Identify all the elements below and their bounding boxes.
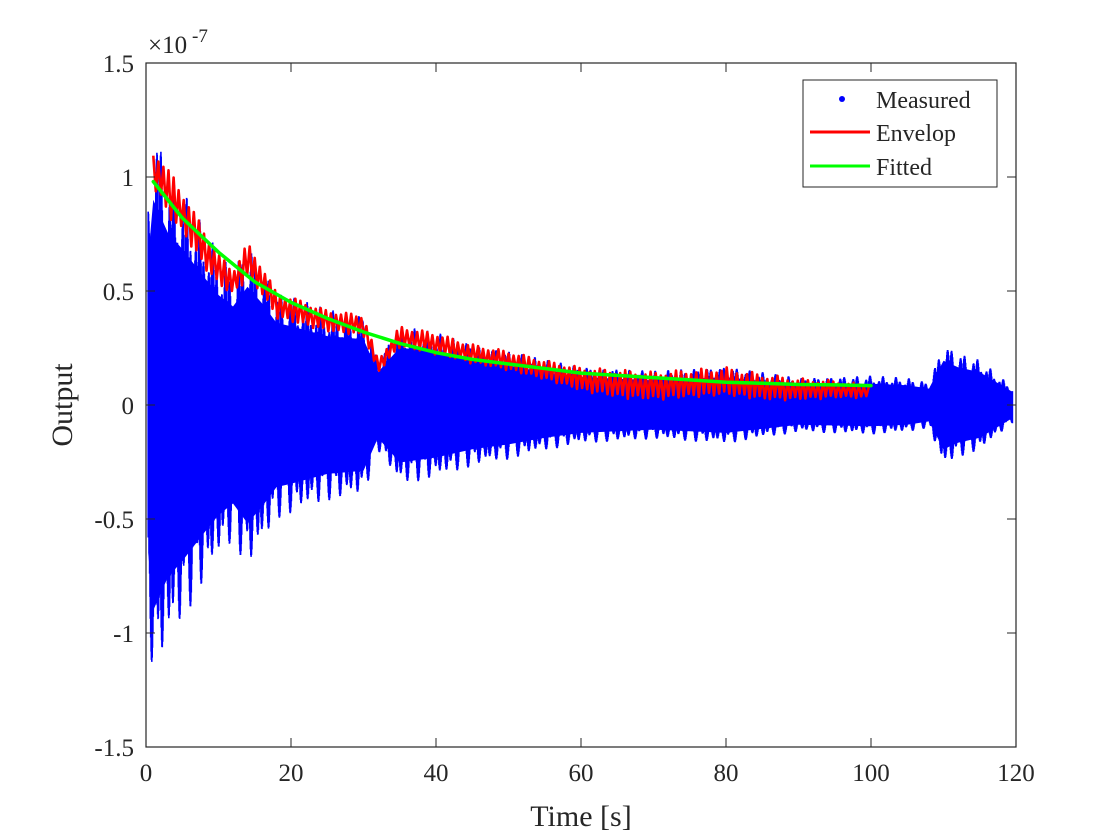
fitted-line [151,179,873,388]
series-envelop [152,155,871,402]
x-tick-label: 60 [569,760,594,787]
x-tick-label: 80 [714,760,739,787]
x-tick-label: 100 [852,760,890,787]
legend-label-envelop: Envelop [876,121,956,147]
x-axis-label: Time [s] [530,800,631,833]
y-tick-label: 0.5 [103,279,134,306]
legend: Measured Envelop Fitted [802,79,998,188]
y-tick-label: -0.5 [94,507,134,534]
y-tick-label: 1 [122,165,135,192]
x-tick-label: 40 [424,760,449,787]
y-tick-label: 1.5 [103,51,134,78]
y-exponent-power: -7 [192,26,208,47]
ticks-layer: 0 20 40 60 80 100 120 -1.5 -1 -0.5 0 0.5 1 1.5 [94,51,1034,787]
x-tick-label: 120 [997,760,1035,787]
legend-label-fitted: Fitted [876,155,932,181]
series-layer [147,151,1014,662]
legend-label-measured: Measured [876,88,971,114]
measured-body [148,199,1013,611]
x-tick-label: 0 [140,760,153,787]
x-tick-label: 20 [279,760,304,787]
y-tick-label: -1.5 [94,735,134,762]
y-tick-label: 0 [122,393,135,420]
y-exponent-base: ×10 [148,32,187,59]
envelop-line [152,155,871,402]
legend-marker-measured [839,96,845,102]
series-measured [147,151,1014,662]
y-axis-label: Output [46,363,79,447]
y-tick-label: -1 [113,621,134,648]
